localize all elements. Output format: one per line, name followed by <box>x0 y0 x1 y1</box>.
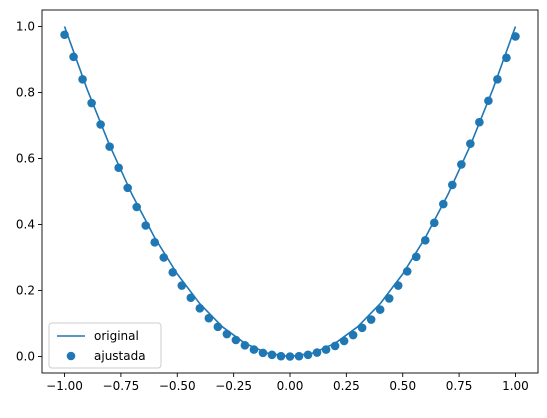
scatter-point-11 <box>159 253 169 262</box>
x-tick-label: −0.75 <box>103 379 140 393</box>
scatter-point-8 <box>132 202 141 212</box>
plot-frame <box>41 9 539 374</box>
scatter-point-45 <box>466 139 475 148</box>
scatter-point-9 <box>141 221 151 230</box>
y-tick-label: 0.0 <box>16 350 35 364</box>
scatter-point-28 <box>312 348 322 357</box>
scatter-point-26 <box>294 351 304 361</box>
scatter-point-42 <box>439 199 448 209</box>
legend: original ajustada <box>48 322 162 369</box>
scatter-point-14 <box>186 293 196 303</box>
x-tick-label: 0.25 <box>333 379 360 393</box>
axes: −1.00 −0.75 −0.50 −0.25 0.00 0.25 0.50 0.75 1.00… <box>16 9 539 393</box>
scatter-point-36 <box>384 294 394 303</box>
scatter-point-4 <box>96 120 105 129</box>
scatter-point-16 <box>204 313 214 323</box>
legend-swatch-marker <box>66 351 76 361</box>
scatter-point-19 <box>231 335 241 345</box>
scatter-point-15 <box>195 304 205 313</box>
scatter-point-27 <box>303 350 313 360</box>
scatter-point-24 <box>276 351 286 361</box>
scatter-point-20 <box>240 340 250 350</box>
x-tick-label: −0.25 <box>215 379 252 393</box>
plot-area <box>60 26 520 361</box>
scatter-point-0 <box>60 30 69 40</box>
y-tick-label: 0.8 <box>16 86 35 100</box>
scatter-point-6 <box>114 163 123 173</box>
series-line-original <box>63 26 517 358</box>
scatter-point-33 <box>357 323 367 333</box>
scatter-point-5 <box>105 142 114 151</box>
scatter-point-18 <box>222 329 232 339</box>
scatter-point-49 <box>502 53 511 63</box>
scatter-point-23 <box>267 350 277 360</box>
scatter-point-39 <box>411 252 421 262</box>
scatter-point-46 <box>475 117 484 127</box>
scatter-point-37 <box>393 281 403 290</box>
scatter-point-7 <box>123 183 132 193</box>
scatter-point-35 <box>375 305 385 314</box>
scatter-point-25 <box>285 352 295 361</box>
y-tick-label: 1.0 <box>16 20 35 34</box>
legend-box <box>48 322 162 369</box>
scatter-point-12 <box>168 268 178 277</box>
scatter-point-22 <box>258 348 268 358</box>
scatter-point-1 <box>69 52 78 62</box>
scatter-point-48 <box>493 75 502 84</box>
y-tick-label: 0.6 <box>16 152 35 166</box>
scatter-point-29 <box>321 345 331 354</box>
scatter-point-34 <box>366 315 376 324</box>
legend-label-ajustada: ajustada <box>94 349 146 363</box>
x-tick-label: −1.00 <box>46 379 83 393</box>
scatter-point-3 <box>87 98 96 108</box>
y-tick-label: 0.2 <box>16 284 35 298</box>
x-tick-label: −0.50 <box>159 379 196 393</box>
scatter-point-31 <box>339 336 349 346</box>
scatter-point-32 <box>348 330 358 340</box>
scatter-point-13 <box>177 281 187 290</box>
scatter-point-44 <box>457 160 466 169</box>
scatter-point-10 <box>150 238 160 247</box>
scatter-point-17 <box>213 322 223 332</box>
scatter-point-21 <box>249 345 259 354</box>
x-tick-label: 0.75 <box>446 379 473 393</box>
scatter-point-30 <box>330 341 340 351</box>
scatter-point-50 <box>511 32 520 41</box>
scatter-point-40 <box>420 236 430 245</box>
x-tick-label: 0.50 <box>389 379 416 393</box>
scatter-point-41 <box>429 218 439 228</box>
scatter-point-2 <box>78 75 87 84</box>
x-tick-label: 0.00 <box>277 379 304 393</box>
scatter-point-47 <box>484 96 493 106</box>
legend-label-original: original <box>94 329 139 343</box>
y-tick-label: 0.4 <box>16 218 35 232</box>
scatter-point-43 <box>448 180 457 190</box>
x-tick-label: 1.00 <box>502 379 529 393</box>
scatter-point-38 <box>402 267 412 276</box>
